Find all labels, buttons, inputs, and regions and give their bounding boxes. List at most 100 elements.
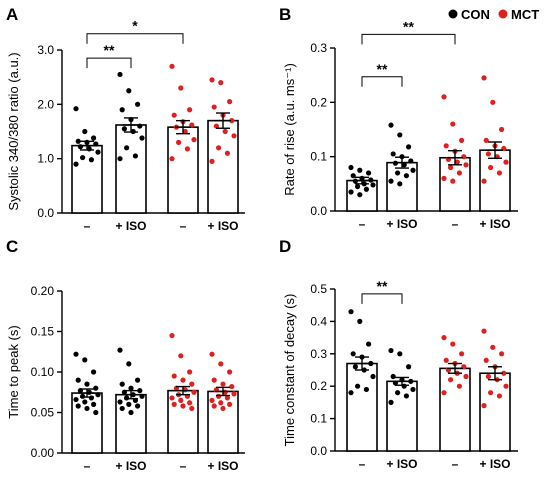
data-point	[463, 162, 469, 168]
data-point	[180, 403, 186, 409]
data-point	[488, 390, 494, 396]
data-point	[178, 353, 184, 359]
category-label: + ISO	[115, 459, 146, 473]
y-tick-label: 0.3	[310, 41, 327, 55]
data-point	[395, 390, 401, 396]
y-tick-label: 0.05	[31, 406, 55, 420]
data-point	[350, 173, 356, 179]
data-point	[209, 158, 215, 164]
y-tick-label: 0.4	[310, 314, 327, 328]
data-point	[496, 393, 502, 399]
legend-label-mct: MCT	[511, 7, 539, 22]
data-point	[224, 395, 230, 401]
data-point	[73, 106, 79, 112]
data-point	[124, 145, 130, 151]
data-point	[488, 164, 494, 171]
data-point	[448, 164, 454, 171]
data-point	[366, 341, 372, 347]
category-label: + ISO	[207, 459, 238, 473]
category-label: –	[452, 457, 459, 471]
y-tick-label: 0.15	[31, 325, 55, 339]
data-point	[357, 318, 363, 324]
data-point	[75, 377, 81, 383]
data-point	[463, 373, 469, 380]
y-axis-title: Systolic 340/380 ratio (a.u.)	[6, 52, 21, 210]
category-label: –	[84, 219, 91, 233]
data-point	[483, 357, 489, 363]
data-point	[93, 385, 99, 391]
y-tick-label: 3.0	[37, 43, 54, 57]
data-point	[218, 361, 224, 367]
data-point	[93, 409, 99, 416]
data-point	[390, 151, 396, 157]
data-point	[184, 146, 190, 152]
significance-bracket	[361, 293, 403, 304]
data-point	[229, 118, 235, 124]
data-point	[231, 391, 237, 397]
data-point	[216, 145, 222, 151]
data-point	[119, 405, 125, 412]
data-point	[485, 151, 491, 157]
data-point	[124, 395, 130, 401]
data-point	[357, 167, 363, 173]
data-point	[443, 357, 449, 363]
data-point	[211, 104, 217, 110]
data-point	[220, 381, 226, 387]
legend-label-con: CON	[461, 7, 490, 22]
data-point	[227, 369, 233, 375]
bar	[439, 367, 471, 452]
data-point	[88, 395, 94, 401]
data-point	[80, 393, 86, 399]
data-point	[450, 341, 456, 347]
data-point	[169, 156, 175, 162]
data-point	[117, 399, 123, 405]
data-point	[406, 364, 412, 370]
data-point	[461, 154, 467, 160]
y-tick-label: 0.0	[310, 204, 327, 218]
significance-label: *	[132, 18, 138, 34]
data-point	[178, 397, 184, 403]
data-point	[350, 351, 356, 357]
data-point	[229, 383, 235, 390]
category-label: –	[180, 219, 187, 233]
data-point	[227, 401, 233, 407]
data-point	[80, 154, 86, 161]
data-point	[227, 99, 233, 105]
data-point	[88, 157, 94, 163]
data-point	[95, 392, 101, 398]
data-point	[117, 156, 123, 162]
y-tick-label: 0.1	[310, 150, 327, 164]
data-point	[216, 393, 222, 399]
y-tick-label: 0.2	[310, 95, 327, 109]
y-tick-label: 0.0	[37, 206, 54, 220]
data-point	[388, 399, 394, 405]
data-point	[443, 143, 449, 149]
data-point	[126, 88, 132, 94]
y-tick-label: 0.1	[310, 412, 327, 426]
data-point	[119, 107, 125, 113]
data-point	[126, 401, 132, 407]
data-point	[403, 393, 409, 399]
significance-bracket	[361, 76, 403, 87]
data-point	[189, 122, 195, 128]
data-point	[490, 99, 496, 105]
data-point	[220, 405, 226, 412]
data-point	[485, 373, 491, 380]
data-point	[75, 138, 81, 144]
data-point	[370, 182, 376, 188]
data-point	[84, 381, 90, 387]
data-point	[135, 403, 141, 409]
data-point	[211, 377, 217, 383]
data-point	[191, 389, 197, 395]
data-point	[348, 189, 354, 195]
category-label: –	[84, 459, 91, 473]
panel-letter-B: B	[279, 5, 291, 24]
data-point	[187, 369, 193, 375]
data-point	[490, 344, 496, 350]
data-point	[169, 63, 175, 69]
data-point	[348, 164, 354, 171]
data-point	[410, 386, 416, 393]
panel-d-chart: 0.0 0.1 0.2 0.3 0.4 0.5 Time constant of decay…	[282, 278, 518, 471]
significance-label: **	[403, 18, 414, 34]
